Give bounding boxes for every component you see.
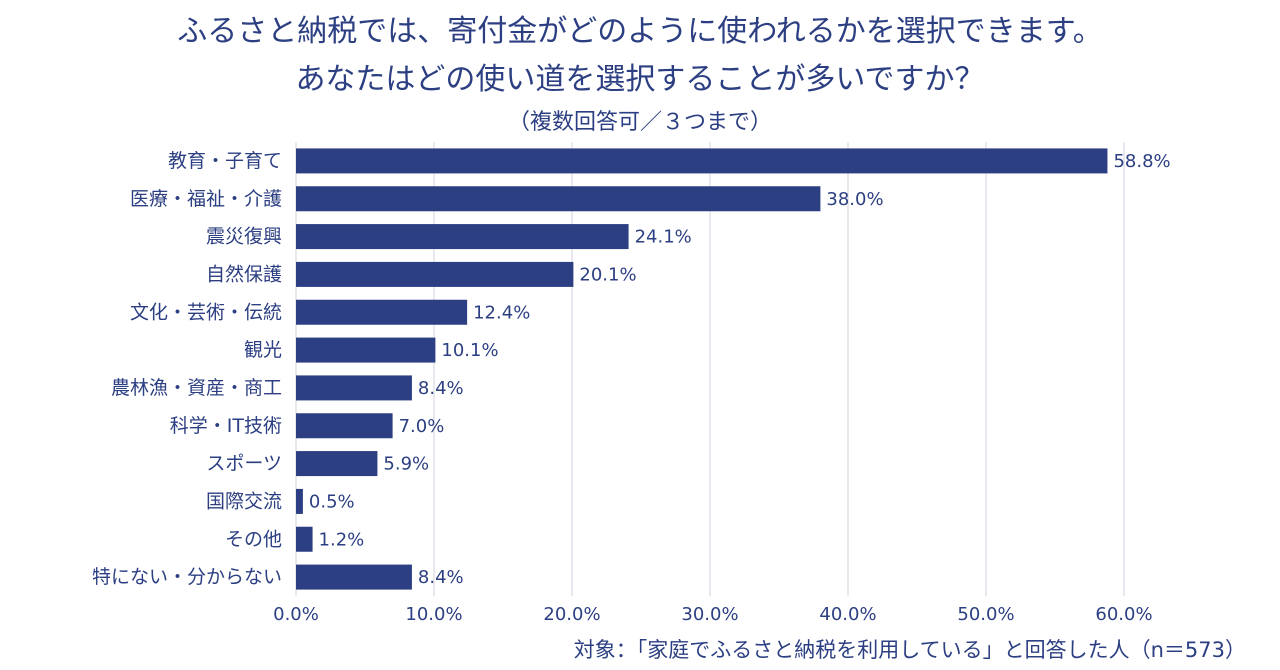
category-label: 教育・子育て <box>168 150 282 172</box>
x-tick-label: 50.0% <box>957 604 1014 625</box>
bar <box>296 375 412 401</box>
bar <box>296 148 1108 174</box>
data-label: 38.0% <box>826 189 883 210</box>
chart-title-line-2: あなたはどの使い道を選択することが多いですか？ <box>295 62 985 97</box>
category-label: 文化・芸術・伝統 <box>130 301 282 323</box>
x-tick-label: 40.0% <box>819 604 876 625</box>
footnote: 対象：「家庭でふるさと納税を利用している」と回答した人（n＝573） <box>573 638 1246 662</box>
bar <box>296 186 821 212</box>
data-label: 12.4% <box>473 302 530 323</box>
category-label: 農林漁・資産・商工 <box>111 377 282 399</box>
bar <box>296 488 303 514</box>
data-label: 8.4% <box>418 567 464 588</box>
data-label: 1.2% <box>319 529 365 550</box>
data-label: 20.1% <box>579 264 636 285</box>
data-label: 7.0% <box>399 416 445 437</box>
bar <box>296 299 468 325</box>
data-label: 0.5% <box>309 491 355 512</box>
category-label: 医療・福祉・介護 <box>130 188 282 210</box>
x-tick-label: 30.0% <box>681 604 738 625</box>
category-labels: 教育・子育て医療・福祉・介護震災復興自然保護文化・芸術・伝統観光農林漁・資産・商… <box>92 150 282 588</box>
bar <box>296 564 412 590</box>
x-tick-label: 10.0% <box>405 604 462 625</box>
bar <box>296 526 313 552</box>
chart-subtitle: （複数回答可／３つまで） <box>507 110 772 135</box>
category-label: 観光 <box>244 339 282 361</box>
chart-title-line-1: ふるさと納税では、寄付金がどのように使われるかを選択できます。 <box>177 14 1103 49</box>
bar <box>296 261 574 287</box>
bar <box>296 337 436 363</box>
data-label: 8.4% <box>418 378 464 399</box>
bar <box>296 224 629 250</box>
data-label: 24.1% <box>635 227 692 248</box>
data-label: 5.9% <box>383 454 429 475</box>
bar <box>296 451 378 477</box>
x-tick-label: 0.0% <box>273 604 319 625</box>
data-label: 58.8% <box>1113 151 1170 172</box>
x-tick-label: 20.0% <box>543 604 600 625</box>
bars <box>296 148 1108 590</box>
category-label: スポーツ <box>206 453 282 475</box>
category-label: 自然保護 <box>206 263 282 285</box>
category-label: 国際交流 <box>206 490 282 512</box>
bar <box>296 413 393 439</box>
gridlines <box>295 142 1125 596</box>
category-label: 科学・IT技術 <box>170 415 282 437</box>
value-labels: 58.8% 38.0% 24.1% 20.1% 12.4% 10.1% 8.4% 7.0% 5.… <box>309 151 1171 588</box>
x-axis-ticks: 0.0% 10.0% 20.0% 30.0% 40.0% 50.0% 60.0% <box>273 604 1152 625</box>
category-label: 震災復興 <box>206 226 282 248</box>
x-tick-label: 60.0% <box>1095 604 1152 625</box>
data-label: 10.1% <box>441 340 498 361</box>
category-label: 特にない・分からない <box>92 566 282 588</box>
category-label: その他 <box>225 528 282 550</box>
